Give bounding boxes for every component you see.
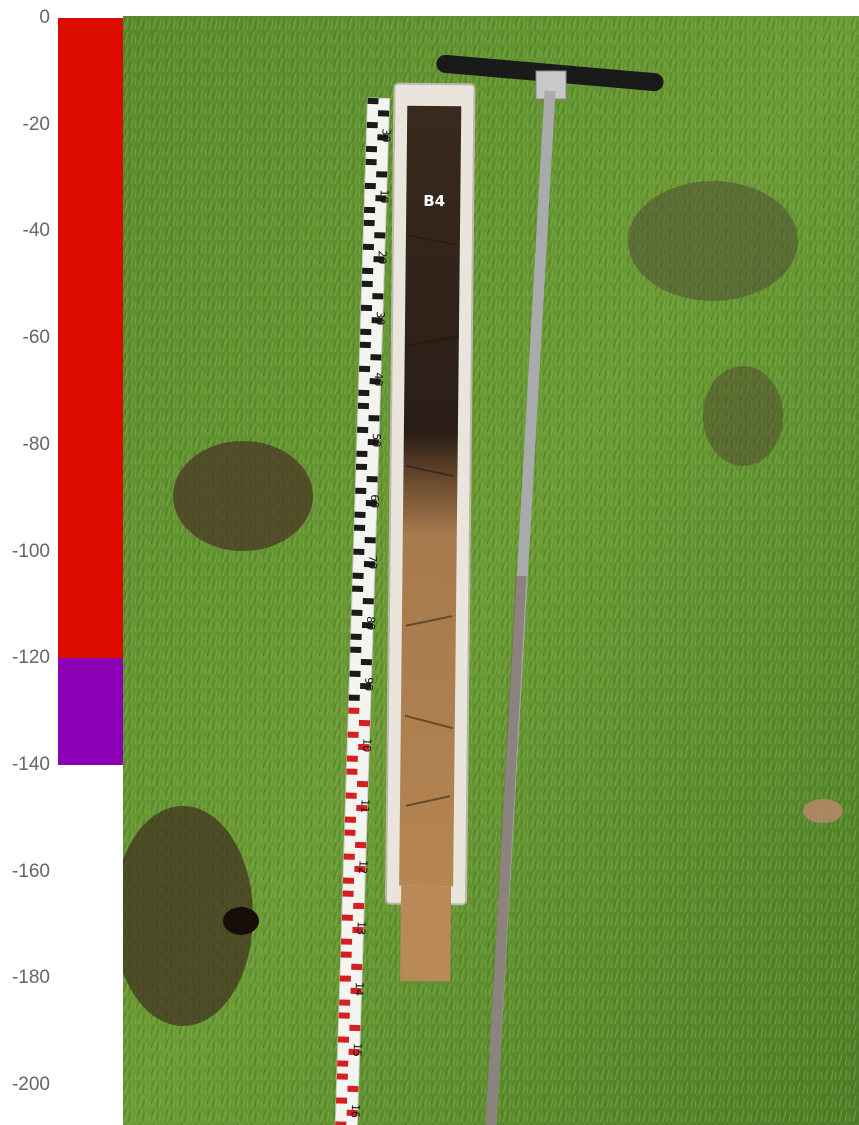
ruler-label: 10 <box>360 738 373 752</box>
ruler-label: 30 <box>379 128 392 142</box>
ruler-label: 20 <box>375 250 388 264</box>
ruler-label: 60 <box>368 494 381 508</box>
ruler-label: 90 <box>362 677 375 691</box>
auger-tool <box>436 54 664 1125</box>
soil-patch <box>123 806 253 1026</box>
soil-patch <box>703 366 783 466</box>
depth-tick-label: -40 <box>22 220 50 242</box>
core-label: B4 <box>423 192 445 210</box>
depth-tick-label: -80 <box>22 433 50 455</box>
soil-patch <box>173 441 313 551</box>
ruler-label: 14 <box>352 982 365 996</box>
burrow-hole <box>223 907 259 935</box>
depth-tick-label: -20 <box>22 113 50 135</box>
ruler-label: 70 <box>366 555 379 569</box>
depth-tick-label: -180 <box>11 967 50 989</box>
ruler-label: 11 <box>358 799 371 813</box>
soil-core-photo: 30 10 20 30 40 50 60 70 80 90 10 11 12 13 14 15 16 B4 <box>123 16 859 1125</box>
depth-tick-label: -200 <box>11 1074 50 1095</box>
depth-tick-label: -100 <box>11 540 50 562</box>
core-sampler: B4 <box>384 82 476 982</box>
ruler-label: 10 <box>377 189 390 203</box>
ruler-label: 16 <box>349 1104 362 1118</box>
depth-tick-label: 0 <box>39 7 50 28</box>
depth-tick-label: -60 <box>22 327 50 349</box>
ruler: 30 10 20 30 40 50 60 70 80 90 10 11 12 13 14 15 16 <box>334 97 393 1125</box>
leaf <box>803 799 843 823</box>
ruler-label: 30 <box>373 311 386 325</box>
soil-core <box>399 105 462 887</box>
depth-tick-label: -120 <box>11 647 50 669</box>
depth-tick-label: -140 <box>11 753 50 775</box>
ruler-label: 13 <box>354 921 367 935</box>
ruler-label: 40 <box>372 372 385 386</box>
ruler-label: 50 <box>370 433 383 447</box>
ruler-label: 15 <box>350 1043 363 1057</box>
depth-axis: 0 -20 -40 -60 -80 -100 -120 -140 -160 -180 -200 <box>0 0 58 1125</box>
ruler-label: 12 <box>356 860 369 874</box>
soil-patch <box>628 181 798 301</box>
ruler-label: 80 <box>364 616 377 630</box>
depth-tick-label: -160 <box>11 860 50 882</box>
